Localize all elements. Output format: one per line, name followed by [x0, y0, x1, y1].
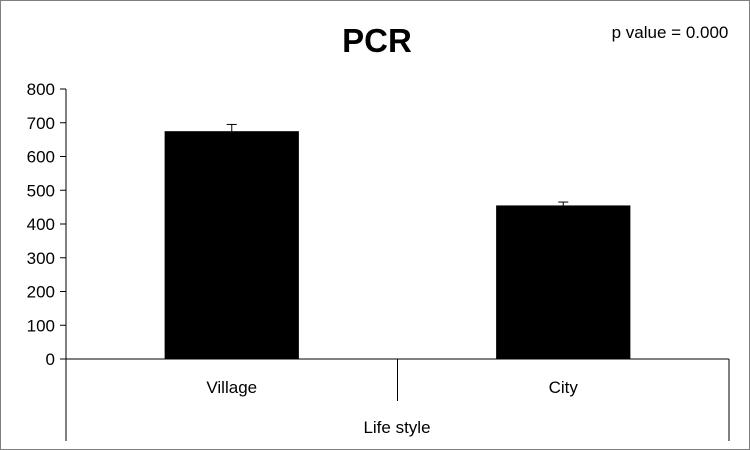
bar	[496, 205, 631, 359]
chart-title: PCR	[342, 22, 412, 59]
y-tick-label: 100	[27, 316, 55, 335]
p-value-annotation: p value = 0.000	[612, 23, 729, 42]
y-tick-label: 400	[27, 215, 55, 234]
y-tick-label: 200	[27, 283, 55, 302]
x-axis: Village City	[65, 358, 730, 441]
bar	[164, 131, 299, 359]
y-tick-label: 300	[27, 249, 55, 268]
x-axis-title: Life style	[363, 418, 430, 437]
y-axis: 0 100 200 300 400 500 600 700 800	[27, 80, 67, 369]
y-tick-label: 700	[27, 114, 55, 133]
x-tick-label: City	[549, 378, 579, 397]
bars	[164, 123, 631, 359]
y-tick-label: 800	[27, 80, 55, 99]
y-tick-label: 500	[27, 181, 55, 200]
x-tick-label: Village	[206, 378, 257, 397]
y-tick-label: 600	[27, 148, 55, 167]
y-tick-label: 0	[46, 350, 55, 369]
